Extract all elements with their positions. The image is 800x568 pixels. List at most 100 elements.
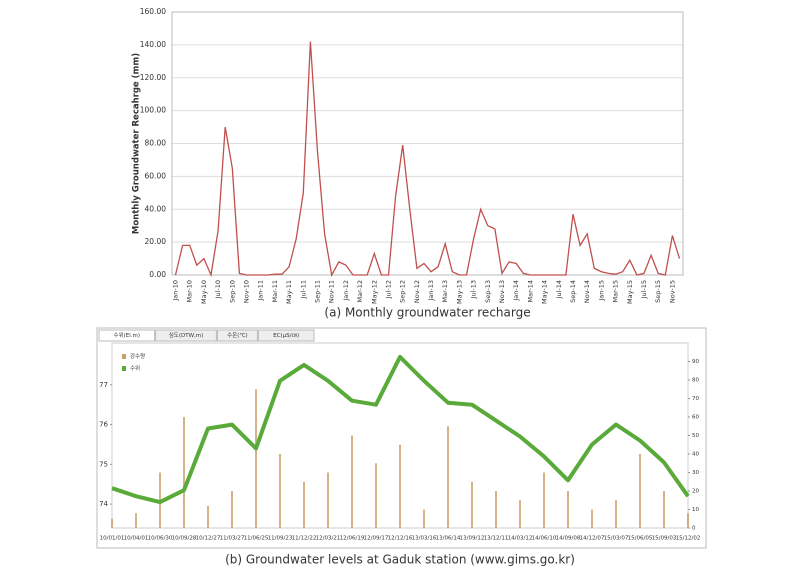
- precip-bar: [663, 491, 665, 528]
- x-tick-label: Nov-11: [328, 280, 336, 303]
- precip-bar: [543, 472, 545, 528]
- x-tick-label: May-13: [455, 280, 463, 304]
- precip-bar: [279, 454, 281, 528]
- x-tick-label: Sep-11: [313, 280, 321, 303]
- precip-bar: [231, 491, 233, 528]
- x-tick-label: Jul-11: [299, 280, 307, 299]
- x-tick-label: 11/12/22: [292, 536, 317, 542]
- x-tick-label: 11/03/27: [220, 536, 245, 542]
- x-tick-label: 15/03/07: [604, 536, 629, 542]
- y-tick-label: 0.00: [149, 270, 166, 279]
- precip-bar: [567, 491, 569, 528]
- precip-bar: [447, 426, 449, 528]
- x-tick-label: May-12: [370, 280, 378, 304]
- x-tick-label: Nov-13: [498, 280, 506, 303]
- precip-bar: [327, 472, 329, 528]
- y-tick-label: 140.00: [140, 40, 166, 49]
- x-tick-label: Jan-11: [257, 280, 265, 302]
- x-tick-label: 12/06/19: [340, 536, 365, 542]
- tab[interactable]: [257, 329, 315, 342]
- y-tick-label: 75: [99, 460, 108, 468]
- y-tick-label: 20.00: [145, 237, 167, 246]
- tab-label[interactable]: EC(μS/㎝): [273, 333, 299, 339]
- y2-tick-label: 50: [692, 433, 699, 439]
- x-tick-label: Mar-13: [441, 280, 449, 302]
- x-tick-label: 14/06/10: [532, 536, 557, 542]
- precip-bar: [615, 500, 617, 528]
- precip-bar: [591, 509, 593, 528]
- tab[interactable]: [98, 329, 156, 342]
- x-tick-label: Mar-12: [356, 280, 364, 302]
- precip-bar: [111, 518, 113, 528]
- y2-tick-label: 30: [692, 470, 699, 476]
- tab-label[interactable]: 수위(El.m): [114, 331, 141, 339]
- x-tick-label: 13/12/11: [484, 536, 509, 542]
- x-tick-label: 10/01/01: [100, 536, 125, 542]
- x-tick-label: Sep-15: [654, 280, 662, 303]
- precip-bar: [519, 500, 521, 528]
- precip-bar: [495, 491, 497, 528]
- precip-bar: [207, 505, 209, 528]
- x-tick-label: Jan-15: [597, 280, 605, 302]
- x-tick-label: 10/06/30: [148, 536, 173, 542]
- x-tick-label: 15/12/02: [676, 536, 701, 542]
- x-tick-label: 10/12/27: [196, 536, 221, 542]
- water-level-line: [111, 354, 690, 505]
- y-tick-label: 76: [99, 421, 108, 429]
- x-tick-label: 13/03/16: [412, 536, 437, 542]
- precip-bar: [183, 417, 185, 528]
- y2-tick-label: 0: [692, 526, 696, 532]
- precip-bar: [423, 509, 425, 528]
- x-tick-label: Sep-12: [399, 280, 407, 303]
- y-tick-label: 120.00: [140, 73, 166, 82]
- x-tick-label: Jan-10: [172, 280, 180, 302]
- x-tick-label: Jul-15: [640, 280, 648, 299]
- caption: (b) Groundwater levels at Gaduk station …: [225, 553, 575, 567]
- precip-bar: [303, 481, 305, 528]
- precip-bar: [375, 463, 377, 528]
- x-tick-label: Nov-12: [413, 280, 421, 303]
- x-tick-label: Mar-11: [271, 280, 279, 302]
- x-tick-label: Jul-14: [555, 280, 563, 299]
- precip-bar: [351, 435, 353, 528]
- tab[interactable]: [216, 329, 258, 342]
- y-tick-label: 74: [99, 500, 108, 508]
- x-tick-label: Jan-12: [342, 280, 350, 302]
- y2-tick-label: 10: [692, 507, 699, 513]
- x-tick-label: 15/09/03: [652, 536, 677, 542]
- plot-frame: [171, 11, 684, 276]
- y-tick-label: 77: [99, 381, 108, 389]
- x-tick-label: 15/06/05: [628, 536, 653, 542]
- y2-tick-label: 80: [692, 378, 699, 384]
- x-tick-label: 12/09/17: [364, 536, 389, 542]
- y2-tick-label: 90: [692, 359, 699, 365]
- y-tick-label: 60.00: [145, 171, 167, 180]
- y-tick-label: 80.00: [145, 139, 167, 148]
- x-tick-label: 14/03/12: [508, 536, 533, 542]
- x-tick-label: Mar-14: [526, 280, 534, 302]
- x-tick-label: 10/04/01: [124, 536, 149, 542]
- x-tick-label: May-10: [200, 280, 208, 304]
- legend-label: 수위: [130, 364, 140, 372]
- x-tick-label: 12/03/21: [316, 536, 341, 542]
- tab-label[interactable]: 심도(DTW,m): [169, 331, 204, 339]
- x-tick-label: Sep-13: [484, 280, 492, 303]
- x-tick-label: May-14: [541, 280, 549, 304]
- x-tick-label: Nov-15: [668, 280, 676, 303]
- y-tick-label: 160.00: [140, 7, 166, 16]
- precip-bar: [255, 389, 257, 528]
- precip-bar: [687, 513, 689, 528]
- x-tick-label: 13/09/12: [460, 536, 485, 542]
- x-tick-label: Sep-10: [228, 280, 236, 303]
- x-tick-label: Nov-10: [243, 280, 251, 303]
- tab[interactable]: [155, 329, 217, 342]
- x-tick-label: Jul-13: [470, 280, 478, 299]
- panel-frame: [96, 327, 707, 549]
- y2-tick-label: 70: [692, 396, 699, 402]
- tab-label[interactable]: 수온(℃): [227, 332, 248, 339]
- x-tick-label: Mar-15: [612, 280, 620, 302]
- x-tick-label: Sep-14: [569, 280, 577, 303]
- x-tick-label: Jan-13: [427, 280, 435, 302]
